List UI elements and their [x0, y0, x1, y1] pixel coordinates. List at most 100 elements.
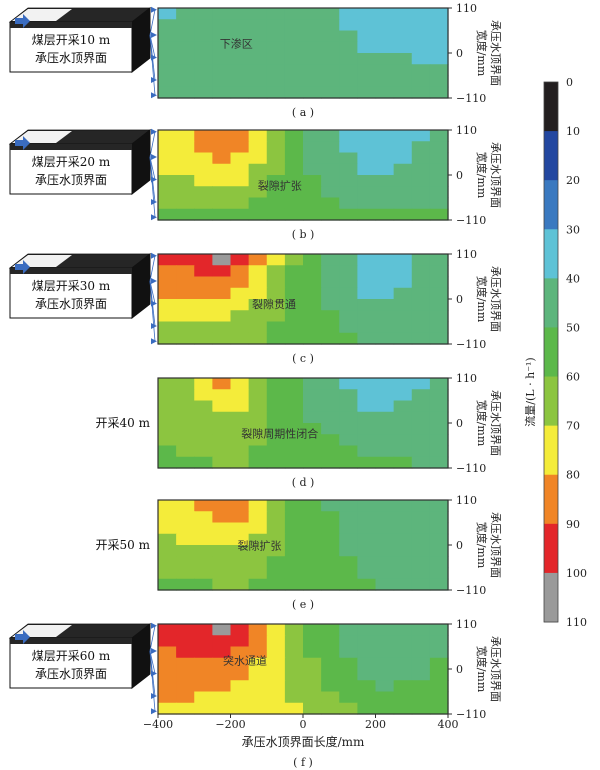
heat-cell — [176, 657, 195, 670]
heat-cell — [248, 669, 268, 681]
heat-cell — [411, 254, 431, 266]
heat-cell — [375, 64, 395, 77]
heat-cell — [303, 511, 322, 524]
heat-cell — [375, 680, 395, 693]
heat-cell — [284, 152, 304, 165]
heat-cell — [266, 208, 286, 221]
heat-cell — [158, 265, 177, 278]
heat-cell — [230, 378, 250, 390]
heat-cell — [212, 456, 232, 469]
heat-cell — [158, 680, 177, 693]
heat-cell — [266, 130, 286, 142]
heat-cell — [266, 522, 286, 535]
heat-cell — [194, 456, 213, 469]
block-label-seam: 煤层开采30 m — [32, 279, 111, 293]
heat-cell — [194, 30, 213, 43]
heat-cell — [429, 511, 449, 524]
heat-cell — [393, 578, 413, 591]
heat-cell — [429, 321, 449, 334]
heat-cell — [212, 400, 232, 413]
heat-cell — [266, 423, 286, 435]
heat-cell — [303, 41, 322, 54]
heat-cell — [303, 287, 322, 300]
heat-cell — [429, 445, 449, 458]
heat-cell — [230, 411, 250, 424]
heat-cell — [230, 669, 250, 681]
y-tick-label: 110 — [456, 2, 477, 15]
heat-cell — [339, 53, 358, 65]
block-front-top — [10, 268, 132, 274]
heat-cell — [230, 276, 250, 289]
heat-cell — [357, 657, 377, 670]
heat-cell — [429, 567, 449, 580]
heat-cell — [176, 500, 195, 512]
heat-cell — [393, 197, 413, 210]
heat-cell — [230, 30, 250, 43]
colorbar-tick-label: 70 — [566, 420, 580, 433]
heat-cell — [284, 276, 304, 289]
heat-cell — [339, 445, 358, 458]
heat-cell — [411, 657, 431, 670]
heat-cell — [230, 152, 250, 165]
heat-cell — [303, 434, 322, 447]
heat-cell — [266, 175, 286, 187]
heat-cell — [375, 332, 395, 345]
heat-cell — [321, 197, 340, 210]
mining-direction-icon — [15, 630, 30, 644]
heat-cell — [248, 53, 268, 65]
heat-cell — [158, 321, 177, 334]
heat-cell — [303, 152, 322, 165]
panel-caption: ( b ) — [292, 228, 315, 241]
heat-cell — [429, 691, 449, 704]
heat-cell — [375, 578, 395, 591]
heat-cell — [230, 445, 250, 458]
heat-cell — [375, 702, 395, 715]
heat-cell — [212, 567, 232, 580]
heat-cell — [158, 691, 177, 704]
coal-seam-block: 煤层开采20 m 承压水顶界面 — [8, 128, 157, 221]
block-label-seam: 煤层开采60 m — [32, 649, 111, 663]
heat-cell — [284, 445, 304, 458]
heat-cell — [176, 567, 195, 580]
heat-cell — [158, 310, 177, 323]
heat-cell — [303, 86, 322, 99]
heat-cell — [158, 511, 177, 524]
heat-cell — [212, 500, 232, 512]
heat-cell — [212, 657, 232, 670]
heat-cell — [230, 64, 250, 77]
heat-cell — [158, 130, 177, 142]
y-axis-label-line2: 宽度/mm — [475, 522, 489, 569]
heat-cell — [284, 186, 304, 199]
heat-cell — [248, 423, 268, 435]
heat-cell — [375, 511, 395, 524]
heat-cell — [194, 533, 213, 546]
heat-cell — [393, 287, 413, 300]
heat-cell — [248, 578, 268, 591]
heat-cell — [266, 197, 286, 210]
connector-line — [149, 280, 156, 304]
heat-cell — [158, 533, 177, 546]
heat-cell — [321, 456, 340, 469]
heat-cell — [393, 500, 413, 512]
heat-cell — [375, 635, 395, 648]
heat-cell — [321, 175, 340, 187]
y-tick-label: −110 — [456, 338, 486, 351]
heat-cell — [411, 378, 431, 390]
heat-cell — [212, 130, 232, 142]
heat-cell — [266, 163, 286, 176]
heat-cell — [176, 635, 195, 648]
x-axis: −400 −200 0 200 400 承压水顶界面长度/mm — [143, 714, 459, 749]
heat-cell — [158, 254, 177, 266]
block-front-top — [10, 144, 132, 150]
heat-cell — [411, 456, 431, 469]
heat-cell — [357, 556, 377, 569]
heat-cell — [212, 578, 232, 591]
heat-cell — [393, 152, 413, 165]
heat-cell — [248, 646, 268, 659]
heat-cell — [303, 533, 322, 546]
heat-cell — [212, 175, 232, 187]
heat-cell — [393, 254, 413, 266]
heat-cell — [429, 522, 449, 535]
